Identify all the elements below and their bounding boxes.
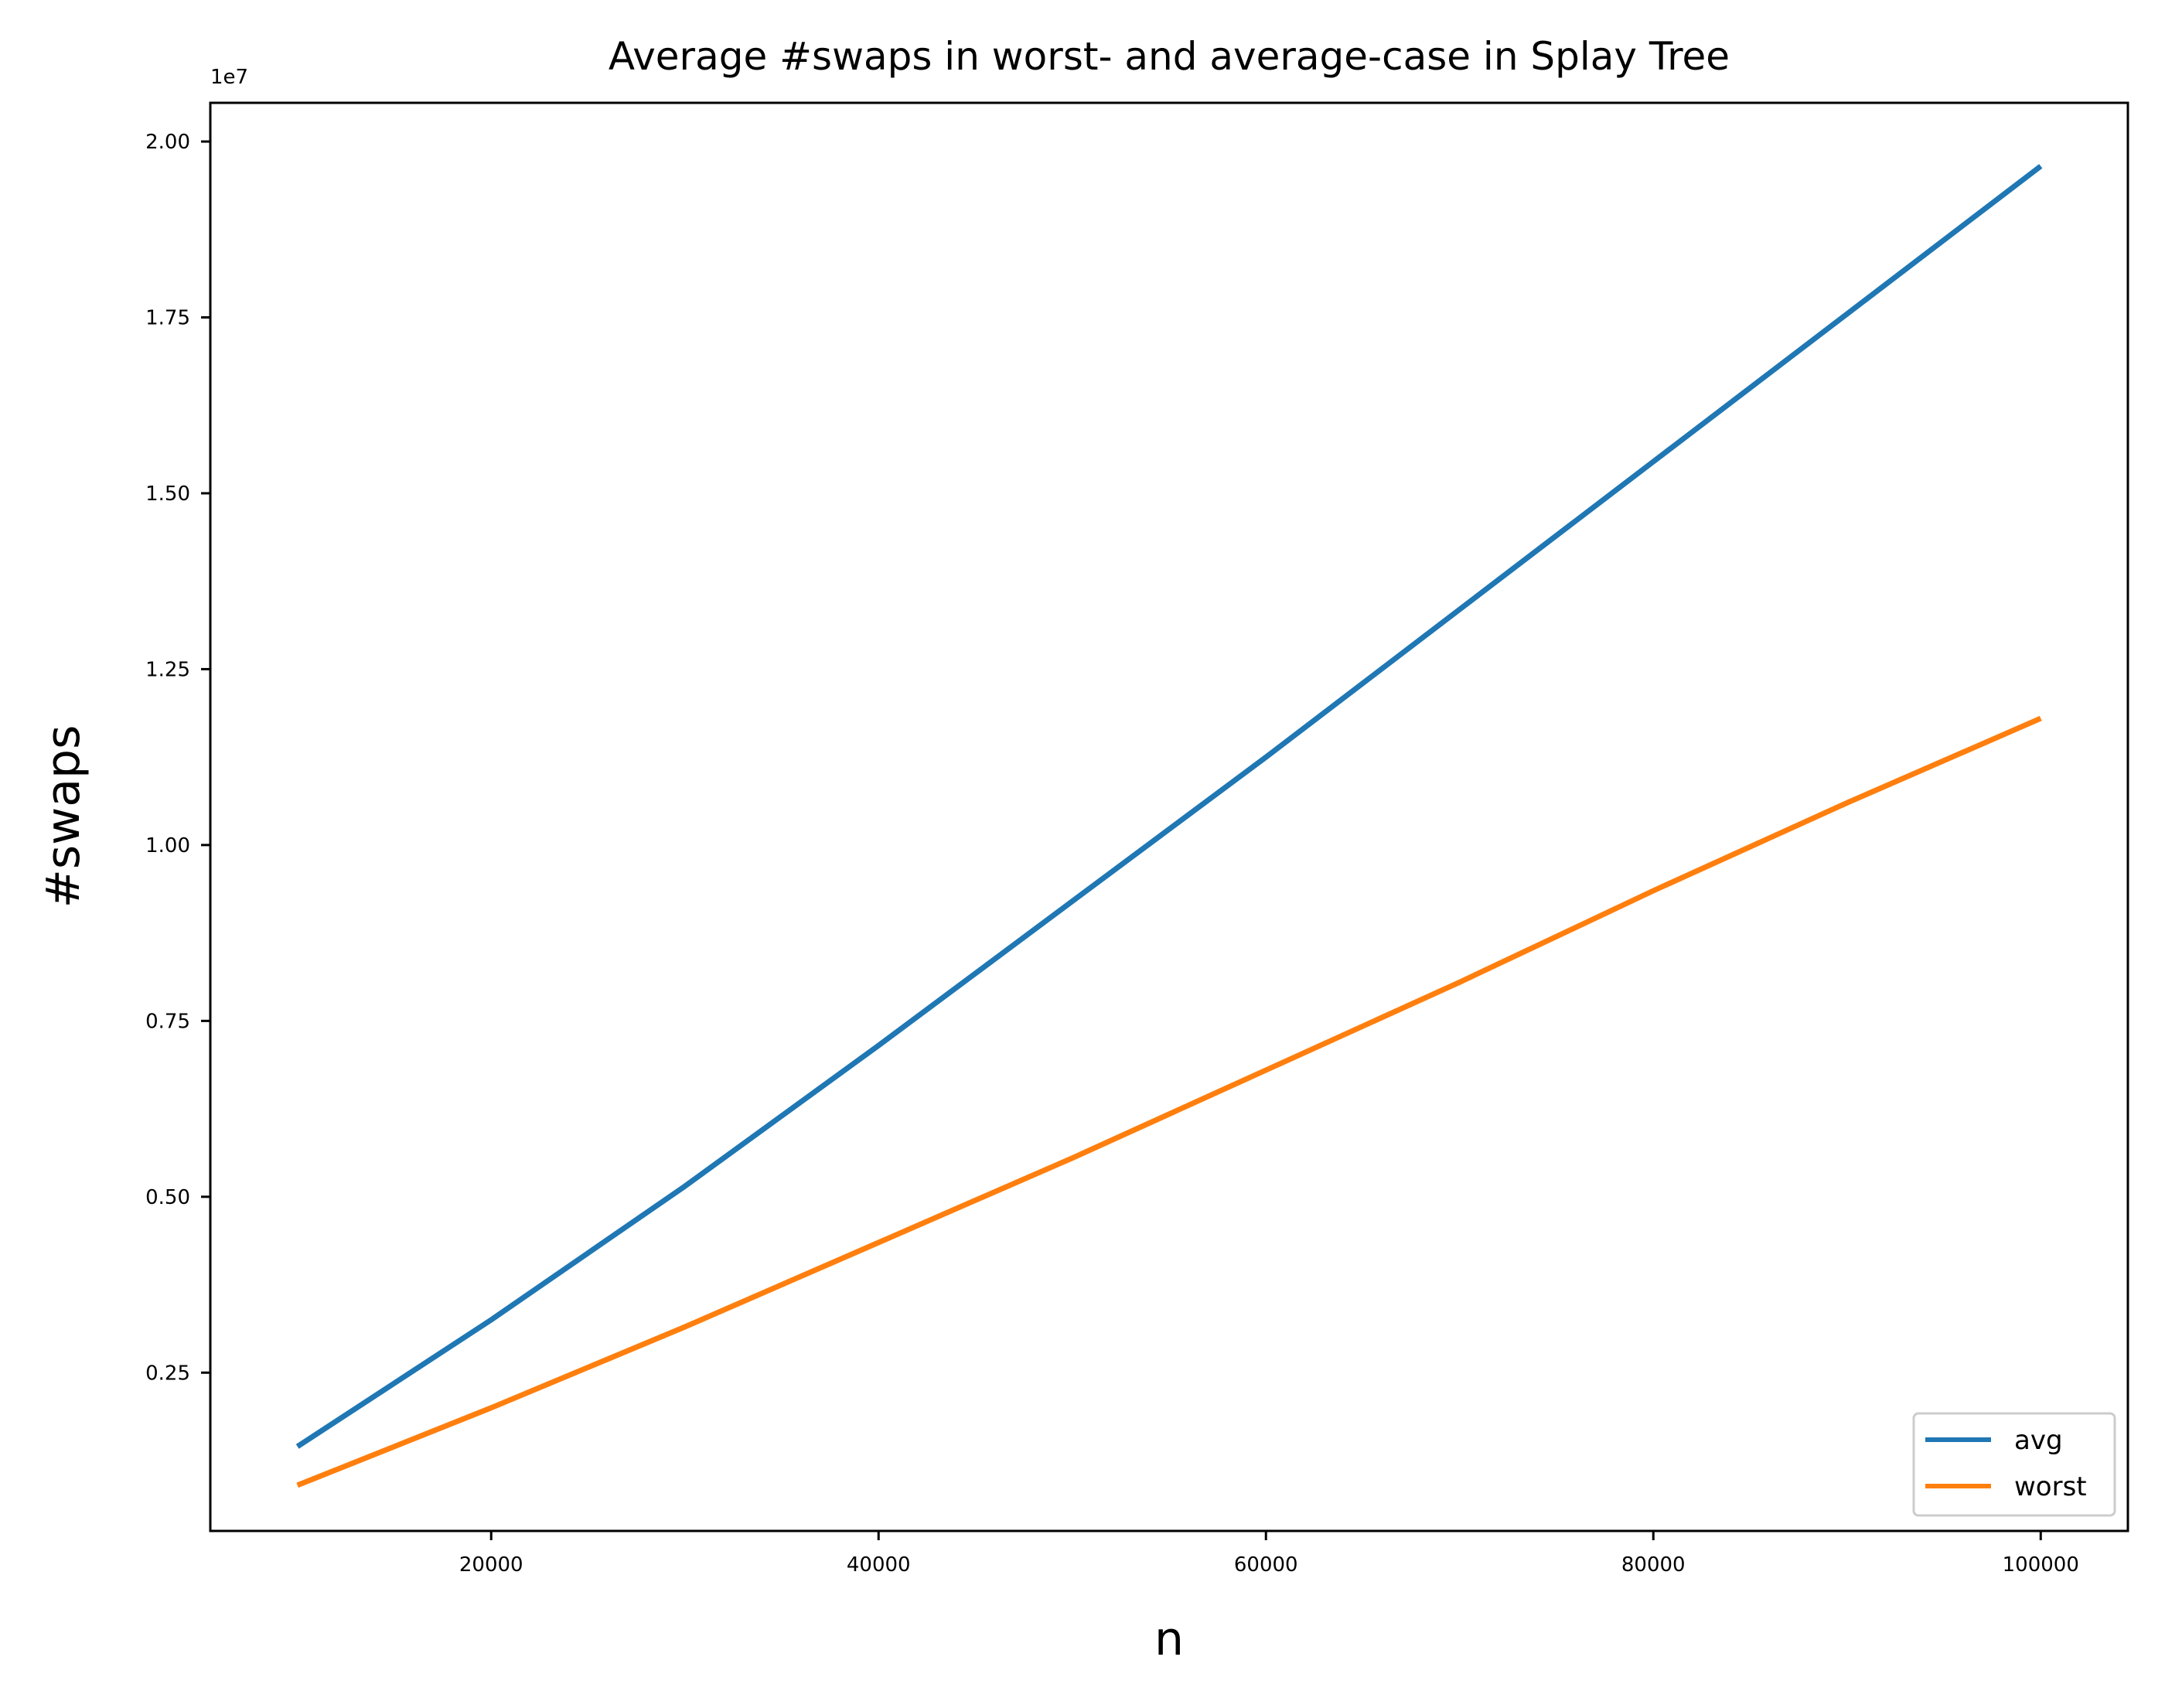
y-tick-label: 1.50 <box>145 482 190 506</box>
series-line-avg <box>295 164 2043 1449</box>
y-axis-label: #swaps <box>36 725 90 909</box>
x-axis-ticks: 20000 40000 60000 80000 100000 <box>459 1531 2079 1577</box>
x-tick-label: 60000 <box>1234 1553 1298 1577</box>
series-lines <box>295 164 2043 1488</box>
y-axis-ticks: 0.25 0.50 0.75 1.00 1.25 1.50 1.75 2.00 <box>145 131 210 1385</box>
x-tick-label: 80000 <box>1621 1553 1686 1577</box>
y-offset-label: 1e7 <box>210 66 248 89</box>
legend: avg worst <box>1912 1412 2116 1517</box>
series-line-worst <box>296 715 2042 1488</box>
legend-label-avg: avg <box>2014 1425 2063 1456</box>
legend-label-worst: worst <box>2014 1471 2087 1502</box>
chart-title: Average #swaps in worst- and average-cas… <box>609 34 1730 79</box>
x-tick-label: 100000 <box>2003 1553 2079 1577</box>
y-tick-label: 1.75 <box>145 307 190 330</box>
x-tick-label: 20000 <box>459 1553 523 1577</box>
y-tick-label: 1.00 <box>145 834 190 857</box>
y-tick-label: 2.00 <box>145 131 190 154</box>
y-tick-label: 0.50 <box>145 1186 190 1209</box>
x-axis-label: n <box>1154 1612 1184 1666</box>
plot-frame <box>209 101 2129 1532</box>
y-tick-label: 0.25 <box>145 1362 190 1385</box>
y-tick-label: 1.25 <box>145 658 190 681</box>
y-tick-label: 0.75 <box>145 1010 190 1033</box>
x-tick-label: 40000 <box>847 1553 911 1577</box>
